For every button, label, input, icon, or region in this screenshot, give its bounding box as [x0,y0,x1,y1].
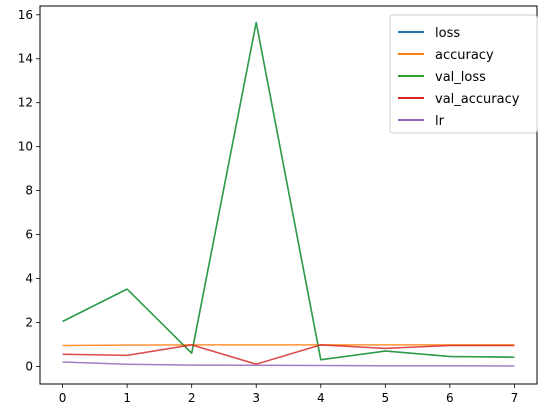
legend-label-accuracy: accuracy [435,48,494,63]
plot-frame [39,5,538,385]
legend-label-lr: lr [435,114,445,129]
series-line-accuracy [62,344,515,347]
legend-label-val-accuracy: val_accuracy [435,92,520,107]
y-tick-label: 4 [25,272,33,286]
y-tick-label: 6 [25,228,33,242]
x-tick-label: 0 [59,391,67,405]
series-line-val-loss [62,21,515,361]
x-tick-label: 2 [188,391,196,405]
y-tick-label: 10 [18,140,33,154]
x-tick-label: 7 [511,391,519,405]
y-tick-label: 8 [25,184,33,198]
legend-label-val-loss: val_loss [435,70,486,85]
y-tick-label: 12 [18,96,33,110]
x-tick-label: 4 [317,391,325,405]
x-tick-label: 6 [446,391,454,405]
y-axis: 0 2 4 6 8 10 12 14 16 [18,8,40,373]
series-line-lr [62,361,515,367]
legend-label-loss: loss [435,26,460,41]
y-tick-label: 0 [25,359,33,373]
x-tick-label: 5 [381,391,389,405]
x-axis: 0 1 2 3 4 5 6 7 [59,384,518,405]
series-layer [62,21,515,367]
y-tick-label: 2 [25,315,33,329]
y-tick-label: 14 [18,52,33,66]
y-tick-label: 16 [18,8,33,22]
legend-box [389,14,538,134]
series-line-val-accuracy [62,344,515,365]
x-tick-label: 1 [123,391,131,405]
x-tick-label: 3 [252,391,260,405]
